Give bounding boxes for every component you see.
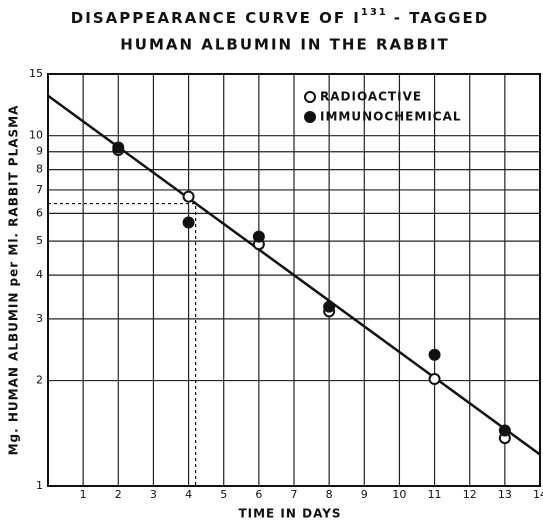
y-tick-label: 5 — [36, 234, 43, 247]
fit-line — [47, 94, 541, 456]
data-point — [112, 141, 125, 154]
title-superscript: 131 — [361, 7, 388, 18]
x-axis-label: TIME IN DAYS — [238, 507, 341, 521]
title-text: DISAPPEARANCE CURVE OF I — [71, 9, 361, 27]
plot-frame — [47, 73, 541, 487]
title-end: - TAGGED — [394, 9, 489, 27]
x-tick-label: 1 — [80, 488, 87, 501]
y-tick-label: 8 — [36, 163, 43, 176]
x-tick-label: 5 — [220, 488, 227, 501]
chart-title-line2: HUMAN ALBUMIN IN THE RABBIT — [120, 36, 450, 54]
x-tick-label: 14 — [533, 488, 543, 501]
y-tick-label: 1 — [36, 479, 43, 492]
x-tick-label: 6 — [255, 488, 262, 501]
legend-label: IMMUNOCHEMICAL — [320, 110, 462, 124]
y-tick-label: 7 — [36, 183, 43, 196]
chart-title: DISAPPEARANCE CURVE OF I131 - TAGGED — [71, 7, 489, 27]
data-point — [182, 190, 195, 203]
y-tick-label: 9 — [36, 145, 43, 158]
x-tick-label: 7 — [291, 488, 298, 501]
legend-label: RADIOACTIVE — [320, 90, 422, 104]
data-point — [323, 300, 336, 313]
data-point — [252, 230, 265, 243]
legend-marker — [304, 91, 316, 103]
x-tick-label: 2 — [115, 488, 122, 501]
y-axis-label: Mg. HUMAN ALBUMIN per Ml. RABBIT PLASMA — [7, 105, 21, 456]
x-tick-label: 4 — [185, 488, 192, 501]
y-tick-label: 3 — [36, 312, 43, 325]
x-tick-label: 13 — [498, 488, 512, 501]
x-tick-label: 8 — [326, 488, 333, 501]
x-tick-label: 11 — [428, 488, 442, 501]
x-tick-label: 3 — [150, 488, 157, 501]
y-tick-label: 10 — [29, 129, 43, 142]
y-tick-label: 2 — [36, 374, 43, 387]
x-tick-label: 10 — [392, 488, 406, 501]
data-point — [182, 216, 195, 229]
x-tick-label: 12 — [463, 488, 477, 501]
y-tick-label: 15 — [29, 67, 43, 80]
y-tick-label: 6 — [36, 206, 43, 219]
reference-line — [48, 202, 197, 486]
data-point — [428, 373, 441, 386]
y-tick-label: 4 — [36, 268, 43, 281]
legend-marker — [304, 111, 316, 123]
x-tick-label: 9 — [361, 488, 368, 501]
data-point — [428, 348, 441, 361]
data-point — [498, 424, 511, 437]
